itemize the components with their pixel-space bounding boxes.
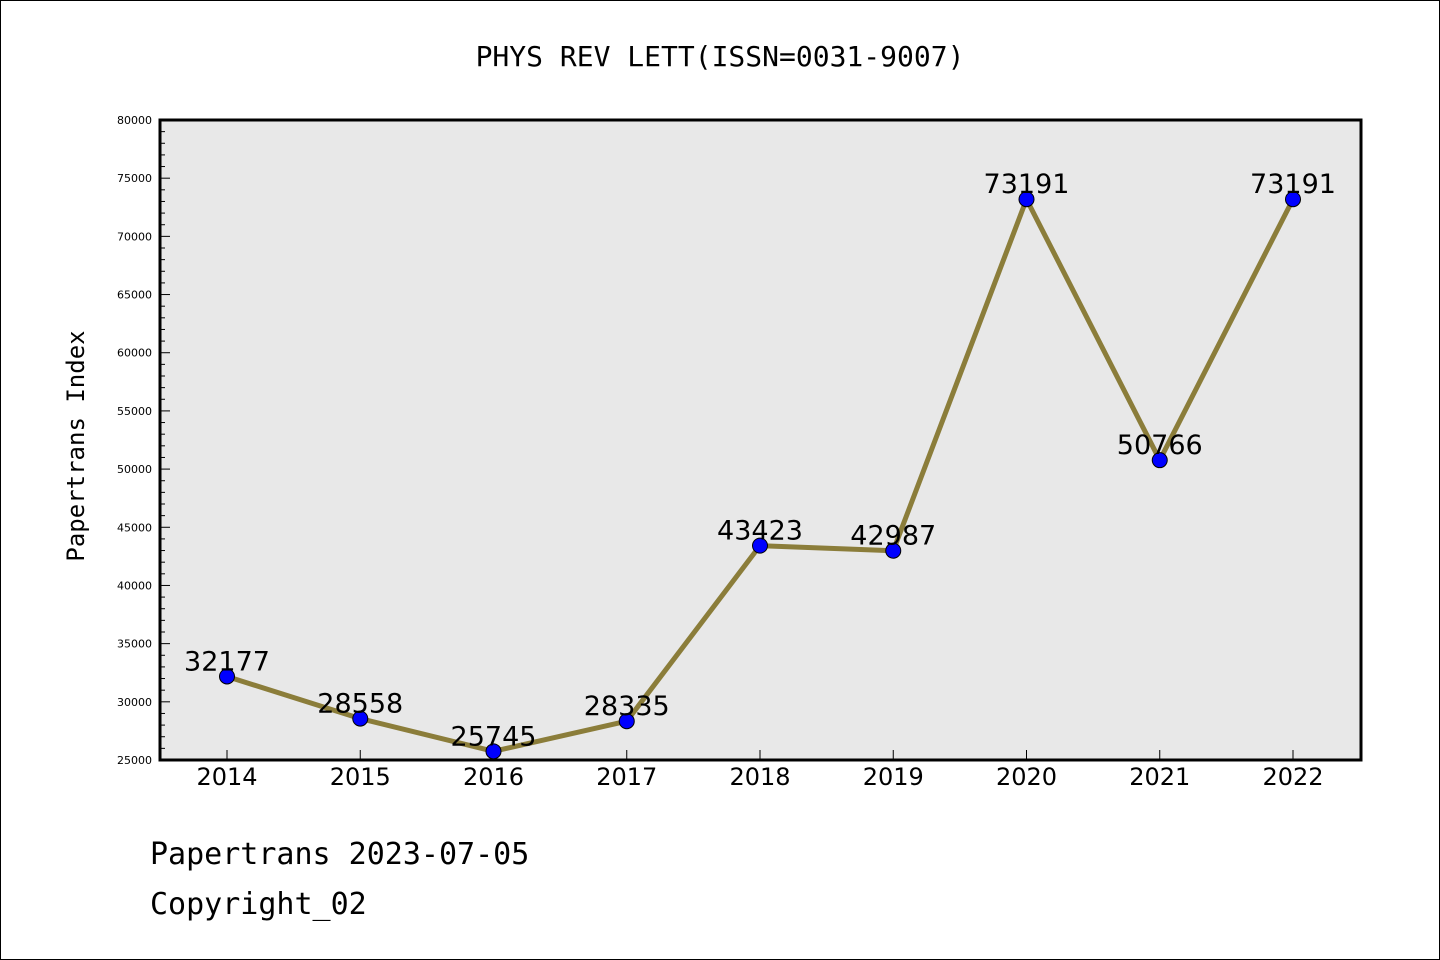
x-tick-label: 2022	[1262, 763, 1323, 791]
x-tick-label: 2021	[1129, 763, 1190, 791]
plot-area	[158, 118, 1363, 762]
y-axis-label: Papertrans Index	[62, 330, 90, 561]
data-point-2016	[485, 743, 502, 760]
x-tick-label: 2019	[863, 763, 924, 791]
data-labels: 32177 28558 25745 28335 43423 42987 73191 50766…	[184, 169, 1336, 752]
x-axis-ticks: 2014 2015 2016 2017 2018 2019 2020 2021 2022	[196, 750, 1324, 791]
data-label-2021: 50766	[1117, 430, 1203, 461]
data-label-2017: 28335	[584, 691, 670, 722]
data-point-2018	[752, 537, 768, 554]
data-label-2019: 42987	[850, 521, 936, 552]
y-tick-label: 60000	[117, 347, 152, 360]
y-tick-label: 65000	[117, 289, 152, 302]
data-point-2022	[1285, 191, 1301, 208]
data-point-2014	[219, 668, 235, 685]
x-tick-label: 2017	[596, 763, 657, 791]
data-label-2015: 28558	[317, 689, 403, 720]
data-label-2020: 73191	[984, 169, 1070, 200]
y-tick-label: 40000	[117, 579, 152, 592]
data-point-2015	[352, 710, 369, 727]
y-tick-label: 75000	[117, 172, 152, 185]
y-tick-label: 30000	[117, 696, 152, 709]
footer-date: Papertrans 2023-07-05	[150, 837, 529, 872]
data-label-2022: 73191	[1250, 169, 1336, 200]
x-tick-label: 2014	[196, 763, 257, 791]
x-tick-label: 2015	[330, 763, 391, 791]
y-tick-label: 25000	[117, 754, 152, 767]
data-point-2020	[1018, 191, 1035, 208]
x-tick-label: 2020	[996, 763, 1057, 791]
x-tick-label: 2016	[463, 763, 524, 791]
y-axis-ticks: 25000 30000 35000 40000 45000 50000 55000 60000…	[117, 114, 170, 767]
x-tick-label: 2018	[729, 763, 790, 791]
data-label-2018: 43423	[717, 516, 803, 547]
data-label-2016: 25745	[451, 721, 537, 752]
y-tick-label: 45000	[117, 521, 152, 534]
footer-copyright: Copyright_02	[150, 887, 367, 922]
y-tick-label: 50000	[117, 463, 152, 476]
y-tick-label: 55000	[117, 405, 152, 418]
y-tick-label: 70000	[117, 230, 152, 243]
series-papertrans-index	[219, 191, 1301, 760]
data-point-2019	[885, 542, 902, 559]
y-tick-label: 35000	[117, 638, 152, 651]
data-point-2021	[1151, 452, 1168, 469]
chart-title: PHYS REV LETT(ISSN=0031-9007)	[476, 40, 965, 73]
y-tick-label: 80000	[117, 114, 152, 127]
data-label-2014: 32177	[184, 646, 270, 677]
data-point-2017	[618, 713, 635, 730]
